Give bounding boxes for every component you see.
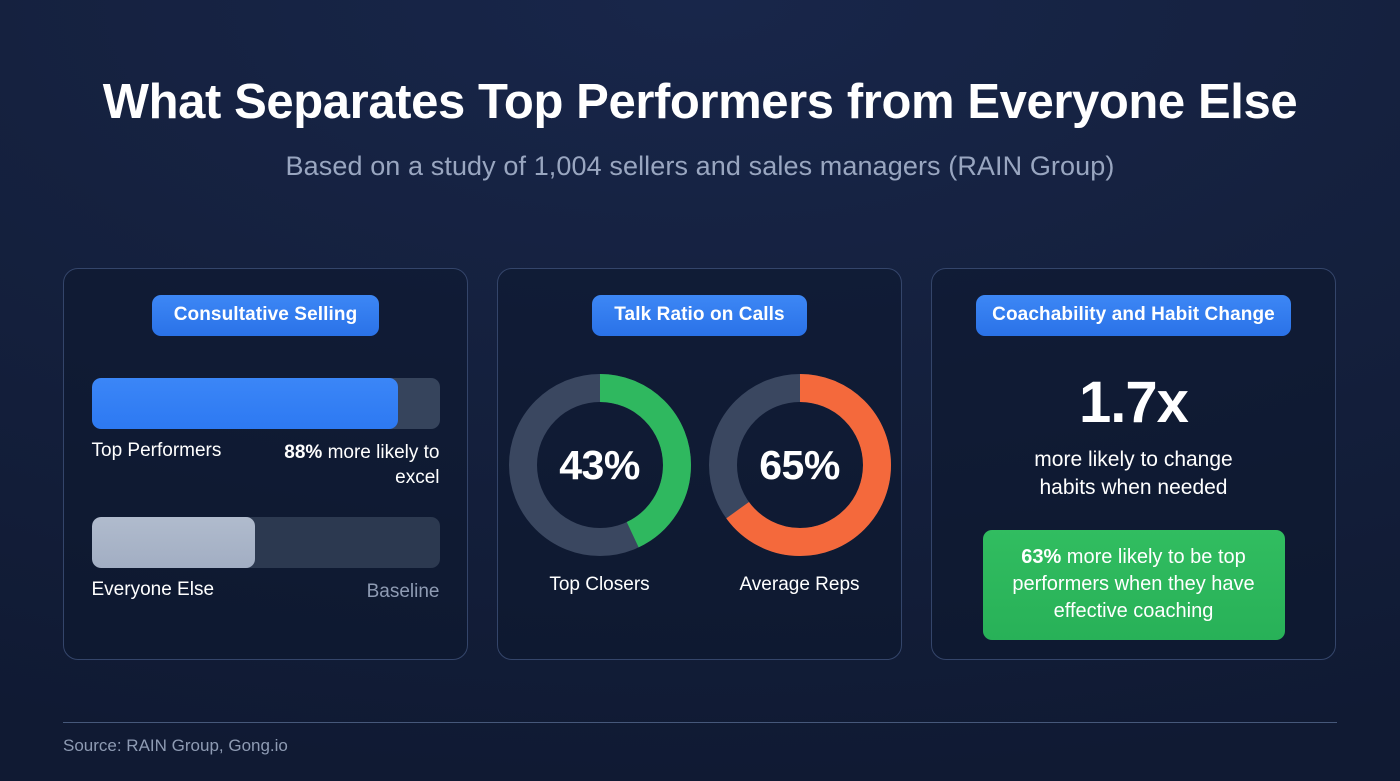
card-badge-coachability: Coachability and Habit Change (976, 295, 1291, 336)
stat-caption-line-2: habits when needed (1039, 475, 1228, 499)
donut-label-average-reps: Average Reps (739, 574, 860, 595)
stat-caption-line-1: more likely to change (1034, 448, 1233, 471)
donut-value-average-reps: 65% (759, 441, 840, 488)
bar-value-everyone-else: Baseline (366, 581, 440, 603)
donut-svg-top-closers (508, 374, 691, 556)
bar-group-top-performers: Top Performers 88% more likely to excel (91, 378, 440, 490)
source-note: Source: RAIN Group, Gong.io (63, 736, 288, 755)
donut-svg-average-reps (708, 374, 891, 556)
card-consultative-selling: Consultative Selling Top Performers 88% … (63, 268, 468, 660)
donut-average-reps: 65% (708, 374, 891, 556)
header: What Separates Top Performers from Every… (0, 0, 1400, 182)
donut-top-closers: 43% (508, 374, 691, 556)
bar-chart-consultative-selling: Top Performers 88% more likely to excel … (91, 378, 440, 604)
page-subtitle: Based on a study of 1,004 sellers and sa… (285, 150, 1115, 181)
donut-value-top-closers: 43% (559, 441, 640, 488)
bar-labels-top-performers: Top Performers 88% more likely to excel (92, 440, 440, 490)
bar-value-top-performers: 88% more likely to excel (250, 440, 440, 490)
bar-labels-everyone-else: Everyone Else Baseline (92, 579, 440, 604)
callout-coaching: 63% more likely to be top performers whe… (982, 529, 1285, 640)
bar-track-top-performers (91, 378, 440, 429)
donut-chart-group: 43% Top Closers 65% Average Reps (508, 374, 891, 596)
bar-group-everyone-else: Everyone Else Baseline (91, 517, 440, 604)
bar-value-top-performers-bold: 88% (284, 442, 323, 463)
card-badge-talk-ratio: Talk Ratio on Calls (592, 295, 807, 336)
card-badge-consultative-selling: Consultative Selling (151, 295, 380, 336)
callout-coaching-bold: 63% (1021, 545, 1062, 568)
bar-fill-everyone-else (91, 517, 256, 569)
donut-wrap-average-reps: 65% Average Reps (708, 374, 891, 596)
bar-fill-top-performers (91, 378, 398, 429)
bar-value-top-performers-rest: more likely to excel (322, 442, 440, 489)
card-talk-ratio: Talk Ratio on Calls 43% Top Closers (497, 268, 902, 660)
footer-divider (63, 722, 1337, 723)
donut-label-top-closers: Top Closers (549, 574, 650, 595)
bar-label-top-performers: Top Performers (91, 440, 222, 461)
page-title: What Separates Top Performers from Every… (102, 75, 1298, 129)
callout-coaching-rest: more likely to be top performers when th… (1012, 545, 1255, 622)
stat-caption-coachability: more likely to change habits when needed (1034, 446, 1232, 502)
stat-value-coachability: 1.7x (1079, 370, 1189, 435)
bar-track-everyone-else (91, 517, 440, 569)
donut-wrap-top-closers: 43% Top Closers (508, 374, 691, 596)
bar-label-everyone-else: Everyone Else (91, 579, 215, 601)
cards-row: Consultative Selling Top Performers 88% … (63, 268, 1337, 660)
card-coachability: Coachability and Habit Change 1.7x more … (931, 268, 1336, 660)
